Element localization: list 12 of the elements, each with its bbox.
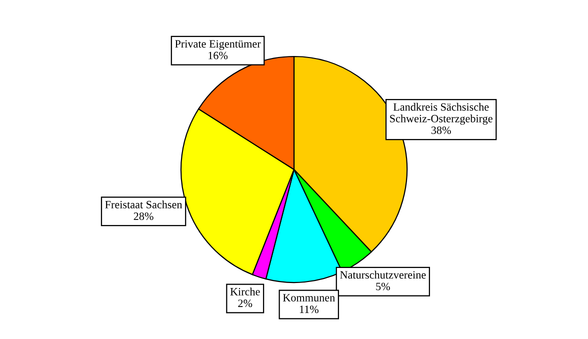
slice-label: Landkreis Sächsische Schweiz-Osterzgebirge bbox=[390, 102, 492, 125]
data-label: 16% bbox=[208, 52, 228, 60]
data-label: 2% bbox=[238, 300, 252, 308]
data-label: 11% bbox=[300, 306, 318, 314]
slice-label: Kommunen bbox=[282, 294, 335, 302]
slice-label: Naturschutzvereine bbox=[340, 270, 426, 279]
data-label: 38% bbox=[431, 126, 451, 134]
data-label: 28% bbox=[134, 212, 154, 220]
slice-label: Freistaat Sachsen bbox=[105, 200, 182, 208]
slice-label: Private Eigentümer bbox=[175, 40, 261, 50]
slice-label: Kirche bbox=[230, 288, 260, 296]
data-label: 5% bbox=[376, 282, 390, 290]
